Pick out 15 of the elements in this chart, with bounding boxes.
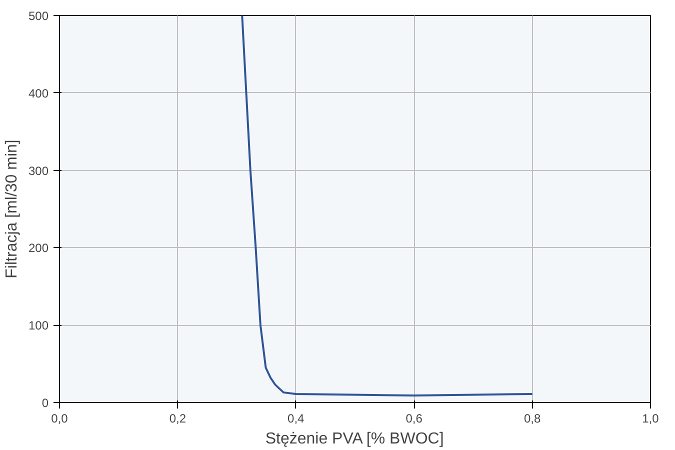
x-tick-label: 0,6 <box>406 412 423 426</box>
y-tick-label: 400 <box>28 86 49 100</box>
y-tick-label: 0 <box>42 396 49 410</box>
y-tick-label: 500 <box>28 9 49 23</box>
line-series <box>241 16 534 397</box>
x-tick-label: 0,8 <box>524 412 541 426</box>
x-tick-label: 0,4 <box>288 412 305 426</box>
y-tick-label: 300 <box>28 164 49 178</box>
y-axis-title: Filtracja [ml/30 min] <box>3 140 20 278</box>
y-tick-label: 100 <box>28 318 49 333</box>
x-tick-label: 1,0 <box>642 412 660 426</box>
y-tick-label: 200 <box>28 241 49 256</box>
x-tick-label: 0,2 <box>169 412 186 426</box>
x-axis-title: Stężenie PVA [% BWOC] <box>265 430 444 448</box>
x-tick-label: 0,0 <box>51 412 68 426</box>
